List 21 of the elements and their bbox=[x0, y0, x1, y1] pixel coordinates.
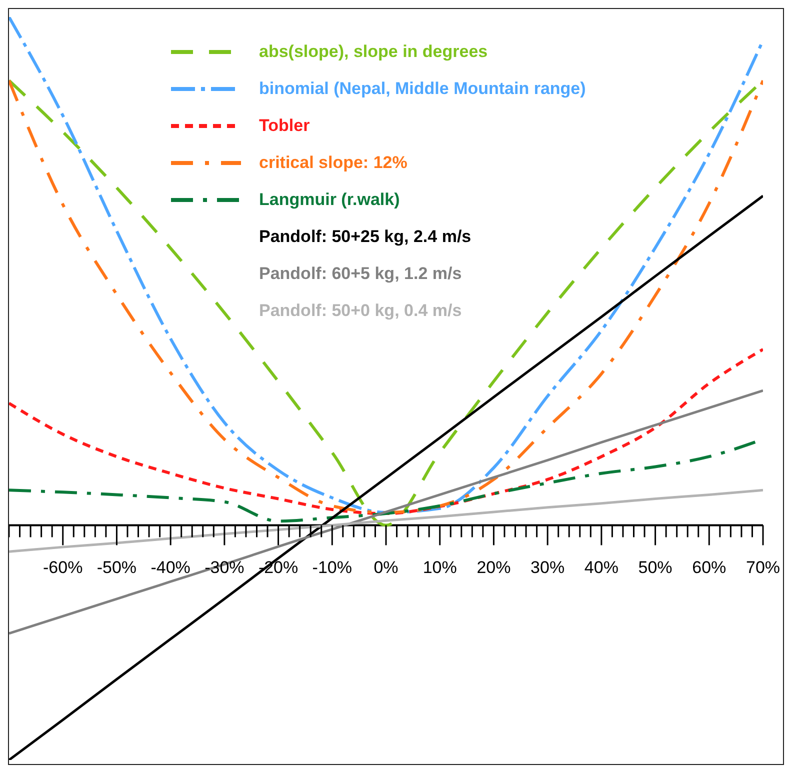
legend-label: abs(slope), slope in degrees bbox=[259, 42, 488, 62]
legend-label: binomial (Nepal, Middle Mountain range) bbox=[259, 78, 586, 98]
x-tick-label: 60% bbox=[692, 558, 726, 578]
x-tick-label: -50% bbox=[96, 558, 137, 578]
legend-label: Tobler bbox=[259, 116, 310, 136]
x-tick-label: 40% bbox=[584, 558, 618, 578]
x-tick-label: -60% bbox=[43, 558, 83, 578]
x-tick-label: -30% bbox=[204, 558, 244, 578]
text: Pandolf: 60+5 kg, 1.2 m/s bbox=[259, 264, 462, 284]
x-tick-label: 0% bbox=[374, 558, 398, 578]
x-tick-label: 10% bbox=[422, 558, 457, 578]
x-tick-label: 50% bbox=[638, 558, 672, 578]
text: Pandolf: 50+0 kg, 0.4 m/s bbox=[259, 300, 462, 320]
legend-label: Langmuir (r.walk) bbox=[259, 190, 400, 210]
text: Pandolf: 50+25 kg, 2.4 m/s bbox=[259, 226, 472, 246]
x-tick-label: 70% bbox=[746, 558, 780, 578]
x-tick-label: 30% bbox=[530, 558, 565, 578]
x-tick-label: 20% bbox=[476, 558, 511, 578]
x-tick-label: -10% bbox=[312, 558, 352, 578]
legend-label: critical slope: 12% bbox=[259, 152, 408, 172]
x-tick-label: -40% bbox=[150, 558, 190, 578]
